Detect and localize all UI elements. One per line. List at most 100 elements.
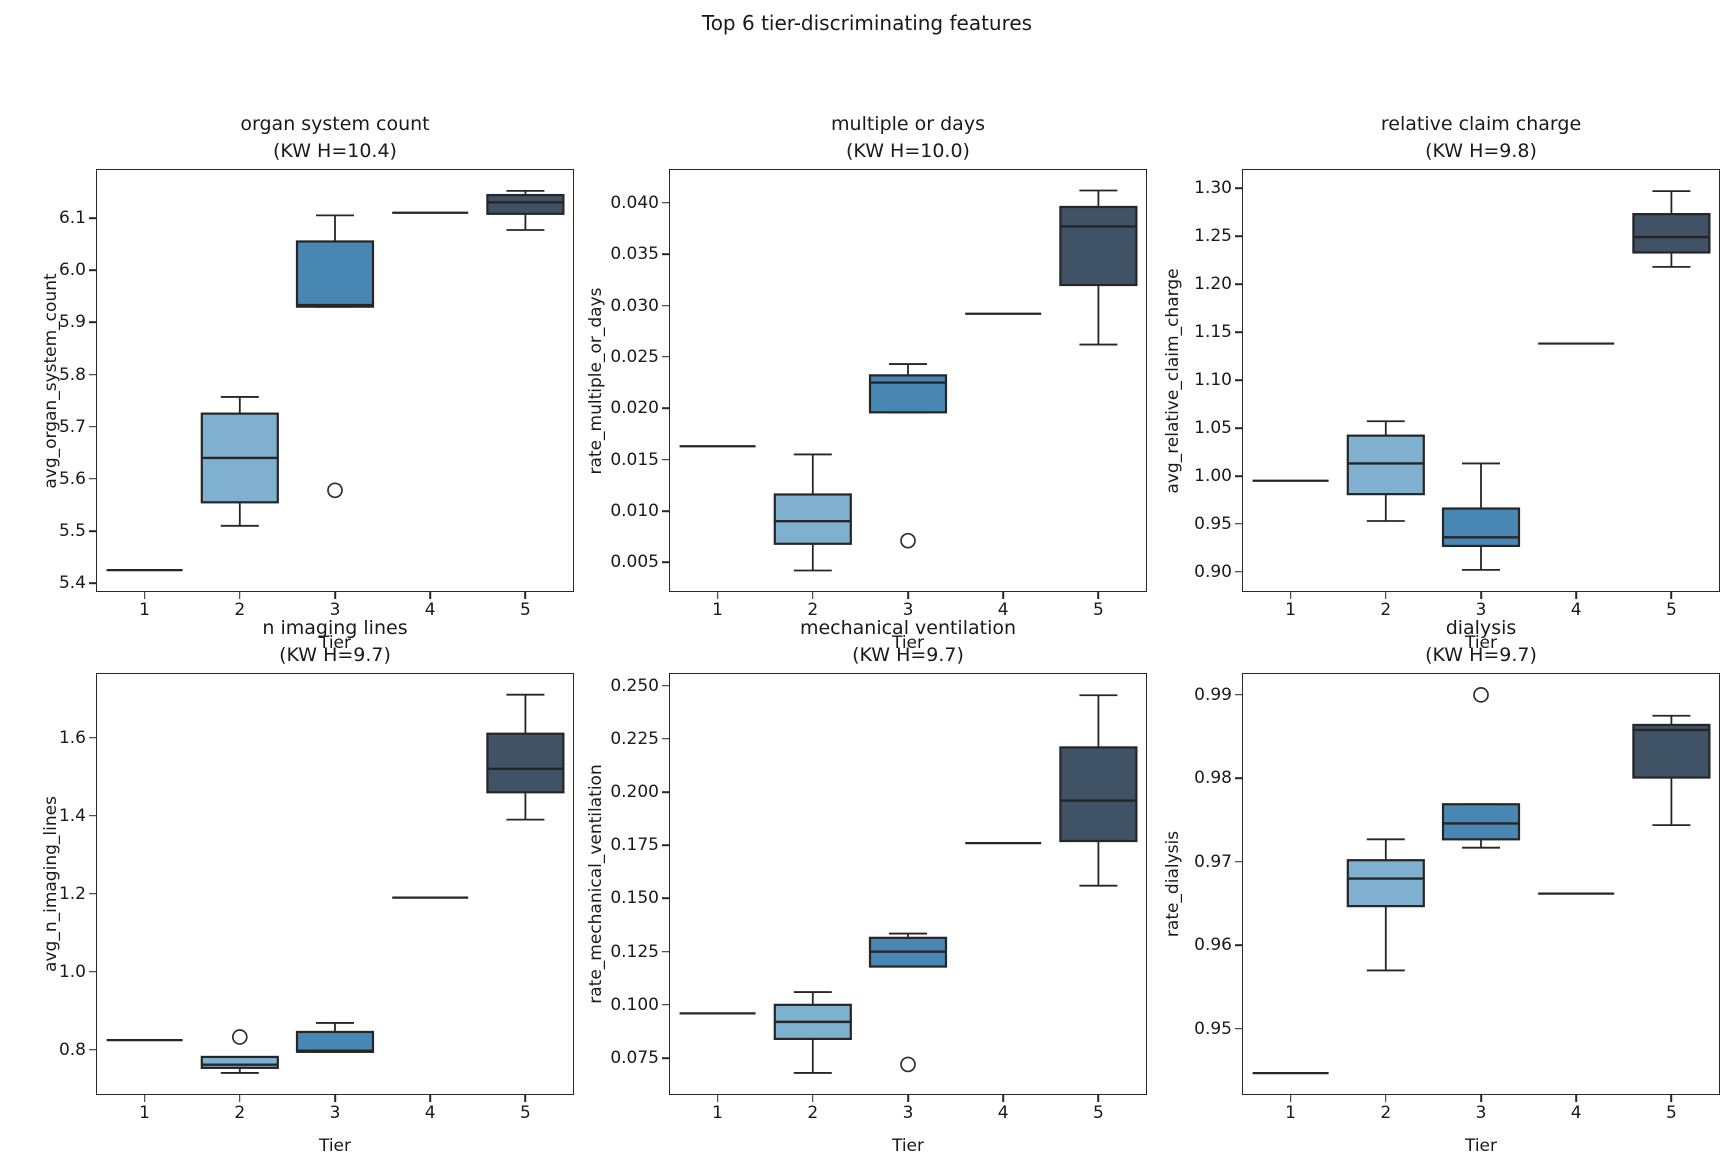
x-tick-label: 5 xyxy=(1665,600,1677,620)
box-body xyxy=(1441,803,1521,841)
y-tick-mark xyxy=(1235,777,1243,780)
box-body xyxy=(1059,205,1138,287)
box-tier-3 xyxy=(868,932,948,1073)
y-tick-mark xyxy=(89,217,97,219)
y-tick-label: 1.10 xyxy=(1194,370,1232,391)
x-tick-label: 3 xyxy=(1475,1103,1487,1123)
box-body xyxy=(773,493,852,545)
y-tick-mark xyxy=(662,1004,670,1006)
y-tick-mark xyxy=(89,373,97,376)
x-tick-label: 5 xyxy=(1092,1103,1104,1123)
y-tick-mark xyxy=(662,897,670,900)
y-tick-label: 0.035 xyxy=(610,244,659,265)
y-tick-label: 0.005 xyxy=(610,552,659,573)
x-tick-label: 4 xyxy=(997,600,1009,620)
x-tick-label: 4 xyxy=(1570,1103,1582,1123)
y-tick-mark xyxy=(89,478,97,480)
x-axis-label: Tier xyxy=(1464,633,1498,653)
y-tick-mark xyxy=(89,321,97,324)
y-tick-label: 0.015 xyxy=(610,449,659,470)
y-tick-mark xyxy=(662,202,670,204)
x-tick-mark xyxy=(524,591,527,599)
box-body xyxy=(200,1055,279,1069)
y-tick-mark xyxy=(662,738,670,740)
x-tick-label: 2 xyxy=(807,600,819,620)
y-tick-mark xyxy=(1235,331,1243,333)
y-tick-mark xyxy=(662,407,670,410)
box-body xyxy=(1441,507,1521,548)
subplot-title: multiple or days (KW H=10.0) xyxy=(831,113,985,162)
box-tier-2 xyxy=(200,1029,279,1074)
box-body xyxy=(1346,859,1425,908)
y-tick-label: 1.2 xyxy=(58,883,86,904)
box-body xyxy=(1059,746,1138,843)
y-tick-mark xyxy=(1235,1028,1243,1030)
y-tick-mark xyxy=(1235,944,1243,947)
y-tick-label: 1.15 xyxy=(1194,322,1232,343)
y-tick-label: 5.5 xyxy=(58,521,86,541)
x-tick-label: 3 xyxy=(902,600,914,620)
subplot-n-imaging-lines: n imaging lines (KW H=9.7) avg_n_imaging_… xyxy=(41,617,574,1156)
x-axis-label: Tier xyxy=(318,633,352,653)
x-tick-mark xyxy=(1385,591,1387,599)
y-tick-label: 6.0 xyxy=(58,260,86,281)
box-tier-5 xyxy=(1632,714,1711,827)
y-tick-label: 0.95 xyxy=(1194,1018,1232,1039)
x-tick-label: 2 xyxy=(234,1103,246,1123)
y-tick-label: 0.95 xyxy=(1194,513,1232,534)
y-tick-mark xyxy=(89,971,97,973)
outlier-point xyxy=(900,1056,916,1073)
box-tier-2 xyxy=(773,991,852,1074)
subplot-mechanical-ventilation: mechanical ventilation (KW H=9.7) rate_me… xyxy=(586,617,1147,1156)
y-tick-label: 0.90 xyxy=(1194,561,1232,582)
y-tick-mark xyxy=(1235,187,1243,190)
x-tick-label: 1 xyxy=(1285,600,1297,620)
y-tick-mark xyxy=(89,814,97,817)
x-tick-mark xyxy=(716,1094,719,1102)
x-tick-label: 4 xyxy=(997,1103,1009,1123)
subplot-organ-system-count: organ system count (KW H=10.4) avg_organ_… xyxy=(41,113,574,653)
box-body xyxy=(1346,434,1425,496)
box-tier-3 xyxy=(295,1022,375,1053)
y-tick-mark xyxy=(662,253,670,255)
x-tick-label: 1 xyxy=(139,600,151,620)
x-axis-label: Tier xyxy=(891,1136,925,1156)
y-tick-label: 0.025 xyxy=(610,346,659,367)
box-tier-5 xyxy=(1059,189,1138,346)
x-tick-label: 3 xyxy=(329,600,341,620)
x-axis-label: Tier xyxy=(891,633,925,653)
y-tick-label: 1.4 xyxy=(58,805,86,826)
x-tick-mark xyxy=(1480,1094,1482,1102)
box-tier-5 xyxy=(486,189,565,231)
x-tick-mark xyxy=(812,1094,814,1102)
x-tick-mark xyxy=(143,591,146,599)
y-tick-mark xyxy=(662,1057,670,1059)
y-tick-label: 1.00 xyxy=(1194,465,1232,486)
y-tick-label: 0.020 xyxy=(610,398,659,419)
y-tick-label: 0.200 xyxy=(610,782,659,803)
y-tick-mark xyxy=(662,791,670,793)
x-tick-mark xyxy=(239,591,241,599)
y-tick-mark xyxy=(89,269,97,271)
box-tier-3 xyxy=(868,363,948,549)
x-tick-mark xyxy=(429,591,431,599)
y-tick-label: 1.25 xyxy=(1194,226,1232,247)
x-tick-mark xyxy=(1575,1094,1577,1102)
x-tick-mark xyxy=(1385,1094,1387,1102)
y-tick-label: 0.98 xyxy=(1194,768,1232,789)
x-tick-mark xyxy=(907,591,909,599)
y-tick-label: 0.175 xyxy=(610,835,659,856)
outlier-point xyxy=(231,1029,248,1045)
y-tick-mark xyxy=(89,425,97,428)
y-tick-mark xyxy=(662,458,670,461)
box-tier-5 xyxy=(1059,694,1138,887)
y-tick-mark xyxy=(1235,283,1243,285)
box-tier-2 xyxy=(200,396,279,527)
box-body xyxy=(486,732,565,794)
x-tick-mark xyxy=(1670,591,1673,599)
x-tick-label: 5 xyxy=(519,1103,531,1123)
y-tick-label: 0.010 xyxy=(610,500,659,521)
x-axis-label: Tier xyxy=(318,1136,352,1156)
x-tick-mark xyxy=(334,591,336,599)
